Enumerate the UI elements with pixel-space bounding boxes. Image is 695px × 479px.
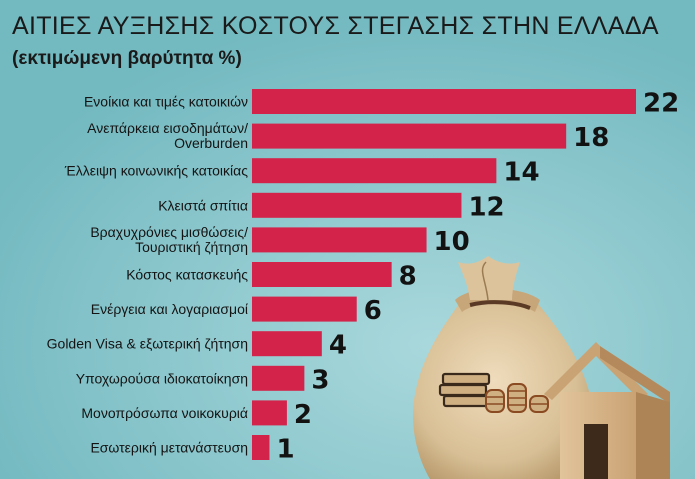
bar-3	[252, 192, 462, 218]
category-label-2: Έλλειψη κοινωνικής κατοικίας	[64, 163, 249, 179]
category-label-8: Υποχωρούσα ιδιοκατοίκηση	[76, 370, 248, 386]
bar-2	[252, 158, 497, 184]
value-label-10: 1	[276, 435, 294, 465]
category-label-9: Μονοπρόσωπα νοικοκυριά	[81, 405, 248, 421]
category-label-4: Βραχυχρόνιες μισθώσεις/Τουριστική ζήτηση	[90, 224, 248, 255]
category-label-3: Κλειστά σπίτια	[158, 197, 248, 213]
bar-10	[252, 435, 270, 460]
bar-6	[252, 296, 357, 322]
wooden-house-icon	[544, 342, 670, 479]
bar-4	[252, 227, 427, 253]
value-label-1: 18	[573, 123, 609, 153]
bar-5	[252, 262, 392, 287]
value-label-9: 2	[294, 400, 312, 430]
value-label-6: 6	[364, 296, 382, 326]
value-label-5: 8	[399, 262, 417, 292]
bar-9	[252, 400, 287, 426]
value-label-3: 12	[468, 192, 504, 222]
category-label-1: Ανεπάρκεια εισοδημάτων/Overburden	[87, 120, 248, 151]
value-label-7: 4	[329, 331, 347, 361]
bar-7	[252, 331, 322, 357]
value-label-4: 10	[434, 227, 470, 257]
bar-0	[252, 89, 636, 114]
value-label-8: 3	[311, 365, 329, 395]
money-bag-icon	[412, 256, 594, 479]
value-label-2: 14	[503, 158, 539, 188]
bar-1	[252, 123, 567, 149]
category-label-6: Ενέργεια και λογαριασμοί	[91, 301, 248, 317]
category-label-7: Golden Visa & εξωτερική ζήτηση	[47, 336, 248, 352]
bar-8	[252, 365, 305, 391]
category-label-0: Ενοίκια και τιμές κατοικιών	[84, 94, 248, 110]
value-label-0: 22	[643, 89, 679, 119]
chart-subtitle: (εκτιμώμενη βαρύτητα %)	[12, 48, 242, 69]
category-label-5: Κόστος κατασκευής	[126, 267, 248, 283]
chart-title: ΑΙΤΙΕΣ ΑΥΞΗΣΗΣ ΚΟΣΤΟΥΣ ΣΤΕΓΑΣΗΣ ΣΤΗΝ ΕΛΛ…	[12, 12, 659, 40]
category-label-10: Εσωτερική μετανάστευση	[90, 440, 248, 456]
